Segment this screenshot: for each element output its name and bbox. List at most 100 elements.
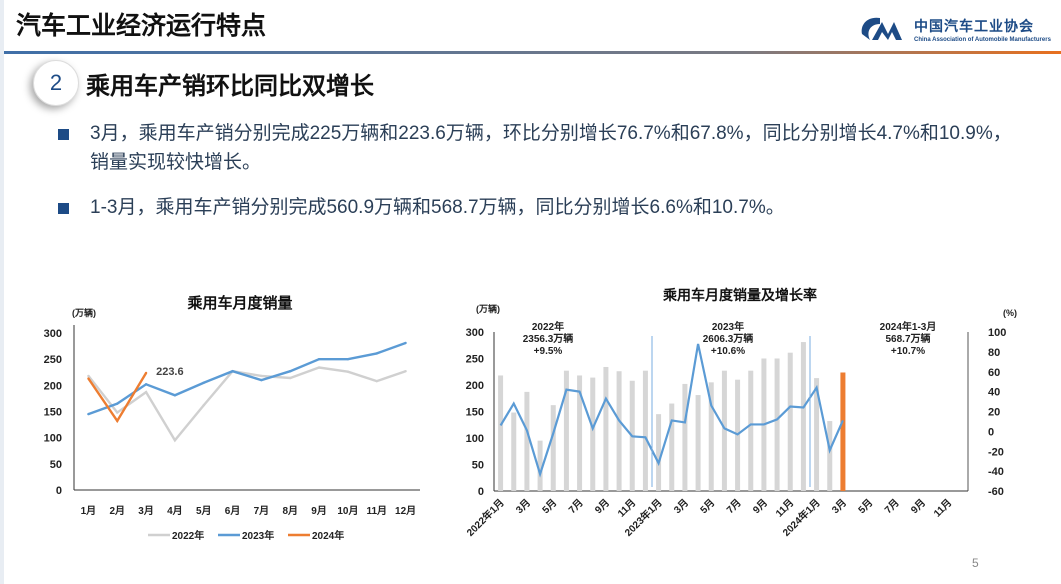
bullet-text: 1-3月，乘用车产销分别完成560.9万辆和568.7万辆，同比分别增长6.6%… — [90, 197, 785, 218]
data-point — [289, 376, 292, 380]
bar — [787, 352, 793, 491]
cam-logo-icon — [861, 17, 902, 40]
data-point — [87, 377, 90, 380]
x-tick-label: 1月 — [81, 505, 97, 517]
bar — [800, 342, 806, 491]
data-point — [317, 366, 321, 369]
x-tick-label: 8月 — [282, 505, 298, 517]
x-tick-label: 4月 — [167, 505, 183, 517]
series-line-2022年 — [87, 366, 406, 443]
bar — [616, 371, 622, 491]
bar — [603, 366, 609, 491]
data-point — [202, 381, 205, 384]
y-tick-label: 0 — [478, 486, 484, 498]
bar — [840, 372, 846, 491]
bar — [814, 378, 820, 491]
x-tick-label: 5月 — [196, 505, 212, 517]
data-point — [289, 370, 292, 373]
y2-tick-label: 40 — [988, 387, 1000, 399]
x-tick-label: 2022年1月 — [464, 496, 507, 539]
x-tick-label: 9月 — [593, 497, 612, 516]
logo-text-en: China Association of Automobile Manufact… — [914, 37, 1051, 43]
y2-tick-label: 60 — [988, 367, 1000, 379]
x-tick-label: 3月 — [514, 497, 533, 516]
bar — [577, 375, 583, 491]
monthly-sales-growth-chart: 乘用车月度销量及增长率(万辆) (%)050100150200250300-60-… — [464, 287, 1017, 539]
y-tick-label: 150 — [466, 407, 484, 419]
data-point — [202, 404, 205, 407]
legend-label: 2024年 — [312, 529, 344, 542]
y-tick-label: 200 — [466, 380, 484, 392]
page-title: 汽车工业经济运行特点 — [16, 12, 267, 40]
x-tick-label: 7月 — [566, 497, 585, 516]
page-number: 5 — [972, 556, 979, 570]
data-point — [116, 402, 119, 405]
x-tick-label: 6月 — [225, 505, 241, 517]
chart-title: 乘用车月度销量 — [186, 294, 292, 312]
annotation-total: 568.7万辆 — [885, 332, 930, 345]
y-axis-unit: (万辆) — [476, 303, 500, 314]
y-tick-label: 50 — [50, 459, 62, 471]
data-point — [375, 352, 378, 355]
data-point — [87, 374, 90, 378]
annotation-growth: +10.7% — [891, 346, 925, 357]
data-point — [144, 383, 148, 386]
y2-tick-label: 100 — [988, 327, 1006, 339]
data-point — [87, 412, 90, 416]
y2-axis-unit: (%) — [1003, 308, 1017, 318]
bar — [748, 370, 754, 491]
bar — [721, 370, 727, 491]
x-tick-label: 2月 — [109, 505, 125, 517]
data-point — [260, 374, 263, 378]
x-tick-label: 5月 — [856, 497, 875, 516]
monthly-sales-line-chart: 乘用车月度销量 (万辆) 0 50 100 150 200 250 300 1月 2月 3月 4月 5月 6… — [44, 294, 420, 542]
x-tick-label: 11月 — [615, 497, 638, 520]
x-tick-label: 3月 — [138, 505, 154, 517]
x-tick-label: 12月 — [395, 505, 416, 517]
bar — [827, 421, 833, 491]
x-tick-label: 11月 — [773, 497, 796, 520]
x-tick-label: 9月 — [311, 505, 327, 517]
x-tick-label: 9月 — [751, 497, 770, 516]
data-point — [346, 357, 350, 361]
annotation-total: 2606.3万辆 — [703, 332, 754, 345]
annotation-year: 2024年1-3月 — [880, 320, 937, 333]
legend-label: 2022年 — [172, 529, 204, 542]
bar — [550, 405, 556, 491]
x-tick-label: 7月 — [724, 497, 743, 516]
y-tick-label: 100 — [44, 433, 62, 445]
x-tick-label: 7月 — [882, 497, 901, 516]
y2-tick-label: 80 — [988, 347, 1000, 359]
annotation-year: 2022年 — [532, 320, 564, 333]
section-title: 乘用车产销环比同比双增长 — [86, 73, 374, 100]
data-point — [144, 390, 148, 394]
section-number-badge: 2 — [33, 60, 79, 106]
x-tick-label: 3月 — [830, 497, 849, 516]
annotation-year: 2023年 — [712, 320, 744, 333]
y-tick-label: 150 — [44, 407, 62, 419]
x-tick-label: 5月 — [540, 497, 559, 516]
y2-tick-label: 20 — [988, 407, 1000, 419]
data-point — [404, 341, 407, 345]
data-point — [260, 378, 263, 382]
chart-title: 乘用车月度销量及增长率 — [662, 287, 817, 303]
y-tick-label: 100 — [466, 433, 484, 445]
bar — [590, 377, 596, 491]
data-label: 223.6 — [156, 366, 184, 378]
left-accent-bar — [0, 0, 4, 584]
y-tick-label: 250 — [44, 354, 62, 366]
data-point — [317, 357, 321, 361]
bullet-square-icon — [58, 203, 69, 214]
bar — [695, 395, 701, 491]
x-tick-label: 3月 — [672, 497, 691, 516]
bar — [524, 391, 530, 491]
x-tick-label: 11月 — [366, 505, 387, 517]
bar — [498, 375, 504, 491]
bullet-text: 3月，乘用车产销分别完成225万辆和223.6万辆，环比分别增长76.7%和67… — [90, 123, 1012, 173]
bullet-square-icon — [58, 129, 69, 140]
logo-text-cn: 中国汽车工业协会 — [914, 18, 1034, 34]
bar — [682, 383, 688, 491]
bar — [708, 382, 714, 491]
bullet-item: 3月，乘用车产销分别完成225万辆和223.6万辆，环比分别增长76.7%和67… — [58, 119, 1018, 177]
x-tick-label: 10月 — [337, 505, 358, 517]
